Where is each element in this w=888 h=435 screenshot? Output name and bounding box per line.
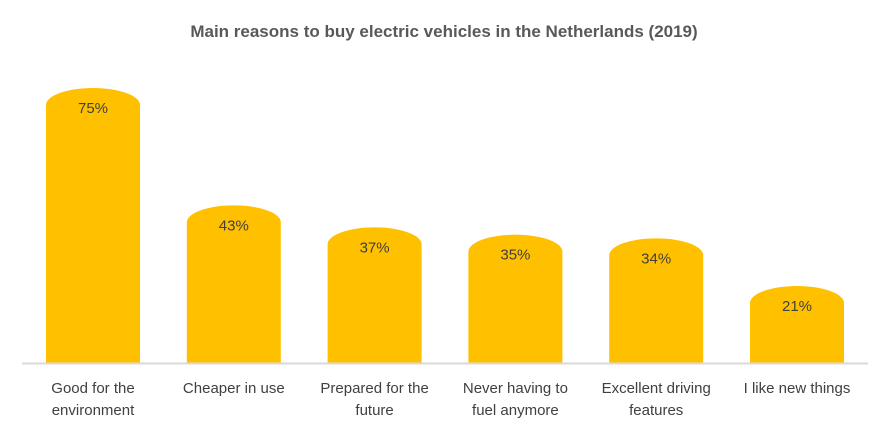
- category-label: future: [355, 402, 393, 419]
- chart-title: Main reasons to buy electric vehicles in…: [190, 22, 697, 41]
- bar: [609, 238, 704, 363]
- data-label: 43%: [219, 217, 249, 234]
- bar: [750, 286, 844, 363]
- category-label: Cheaper in use: [183, 380, 285, 397]
- category-label: I like new things: [744, 380, 851, 397]
- category-label: Never having to: [463, 380, 568, 397]
- data-label: 21%: [782, 298, 812, 315]
- bar: [186, 205, 281, 363]
- bar: [468, 234, 563, 363]
- bar: [327, 227, 422, 363]
- data-label: 75%: [78, 100, 108, 117]
- category-label: features: [629, 402, 683, 419]
- category-label: fuel anymore: [472, 402, 559, 419]
- category-label: Good for the: [51, 380, 134, 397]
- data-label: 35%: [500, 247, 530, 264]
- category-label: Excellent driving: [602, 380, 711, 397]
- data-label: 37%: [360, 239, 390, 256]
- category-label: Prepared for the: [320, 380, 428, 397]
- category-label: environment: [52, 402, 135, 419]
- bar: [46, 88, 140, 363]
- data-label: 34%: [641, 250, 671, 267]
